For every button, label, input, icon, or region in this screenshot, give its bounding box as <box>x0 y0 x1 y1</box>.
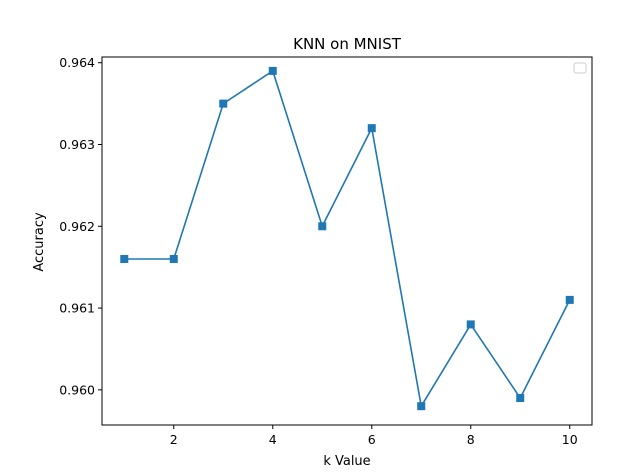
data-point-marker <box>120 254 129 263</box>
y-axis: 0.960 0.961 0.962 0.963 0.964 <box>59 55 102 397</box>
data-point-marker <box>565 295 574 304</box>
series-line <box>124 70 571 407</box>
data-point-marker <box>367 124 376 133</box>
plot-area <box>101 56 593 426</box>
data-point-marker <box>417 402 426 411</box>
data-point-marker <box>268 66 277 75</box>
y-tick-label: 0.960 <box>59 382 95 397</box>
x-tick-label: 6 <box>368 432 376 447</box>
y-tick-label: 0.963 <box>59 137 95 152</box>
x-tick-label: 4 <box>269 432 277 447</box>
y-axis-label: Accuracy <box>32 212 47 272</box>
data-point-marker <box>318 222 327 231</box>
legend-box <box>573 62 587 74</box>
x-tick-label: 8 <box>467 432 475 447</box>
x-tick-label: 10 <box>562 432 578 447</box>
chart-title: KNN on MNIST <box>293 35 402 53</box>
x-axis-label: k Value <box>323 454 370 469</box>
axes-frame <box>101 56 593 426</box>
data-point-marker <box>169 254 178 263</box>
x-tick-label: 2 <box>170 432 178 447</box>
y-tick-label: 0.964 <box>59 55 95 70</box>
y-tick-label: 0.962 <box>59 219 95 234</box>
y-tick-label: 0.961 <box>59 301 95 316</box>
x-axis: 2 4 6 8 10 <box>170 425 578 447</box>
data-point-marker <box>219 99 228 108</box>
data-point-marker <box>516 394 525 403</box>
data-point-marker <box>466 320 475 329</box>
